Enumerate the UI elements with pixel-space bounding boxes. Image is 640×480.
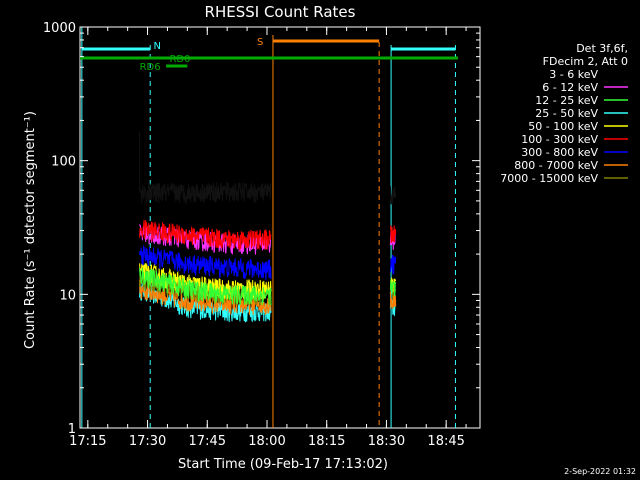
series-line [139, 182, 272, 205]
series-line [139, 245, 272, 280]
series-line [139, 220, 272, 251]
axis-ticks: 1 10 100 1000 17:15 17:30 17:45 18:00 18:15 18:30… [43, 21, 480, 449]
series-line [139, 268, 272, 306]
saa-label: S [257, 37, 263, 48]
legend-label: 7000 - 15000 keV [500, 172, 598, 185]
rd6-label: RD6 [140, 62, 161, 73]
x-tick-label: 17:15 [69, 434, 106, 449]
y-tick-label: 10 [59, 288, 76, 303]
series-line [389, 185, 397, 205]
legend-header-1: Det 3f,6f, [576, 42, 628, 55]
legend-label: 12 - 25 keV [535, 94, 598, 107]
series-line [389, 225, 397, 244]
x-tick-label: 18:15 [308, 434, 345, 449]
x-tick-label: 18:00 [248, 434, 285, 449]
chart-title: RHESSI Count Rates [205, 3, 356, 21]
plot-frame [79, 26, 481, 429]
legend-label: 3 - 6 keV [549, 68, 598, 81]
legend-label: 25 - 50 keV [535, 107, 598, 120]
x-axis-label: Start Time (09-Feb-17 17:13:02) [178, 457, 388, 472]
x-tick-label: 18:45 [427, 434, 464, 449]
series-line [139, 262, 272, 301]
night-label: N [154, 41, 161, 52]
plot-area: N S RD6 RD0 [79, 26, 481, 429]
legend-label: 800 - 7000 keV [514, 159, 598, 172]
legend-label: 300 - 800 keV [521, 146, 598, 159]
legend-label: 6 - 12 keV [542, 81, 598, 94]
y-tick-label: 100 [51, 155, 76, 170]
y-tick-label: 1 [68, 422, 76, 437]
x-tick-label: 17:45 [189, 434, 226, 449]
series-line [389, 254, 397, 275]
legend-label: 100 - 300 keV [521, 133, 598, 146]
rd0-label: RD0 [169, 54, 190, 65]
series-line [139, 279, 272, 315]
legend-header-2: FDecim 2, Att 0 [543, 55, 628, 68]
series-line [389, 279, 397, 297]
legend-label: 50 - 100 keV [528, 120, 598, 133]
y-axis-label: Count Rate (s⁻¹ detector segment⁻¹) [23, 111, 38, 349]
x-tick-label: 17:30 [129, 434, 166, 449]
x-tick-label: 18:30 [368, 434, 405, 449]
y-tick-label: 1000 [43, 21, 76, 36]
timestamp: 2-Sep-2022 01:32 [564, 467, 636, 476]
series-line [389, 291, 397, 309]
